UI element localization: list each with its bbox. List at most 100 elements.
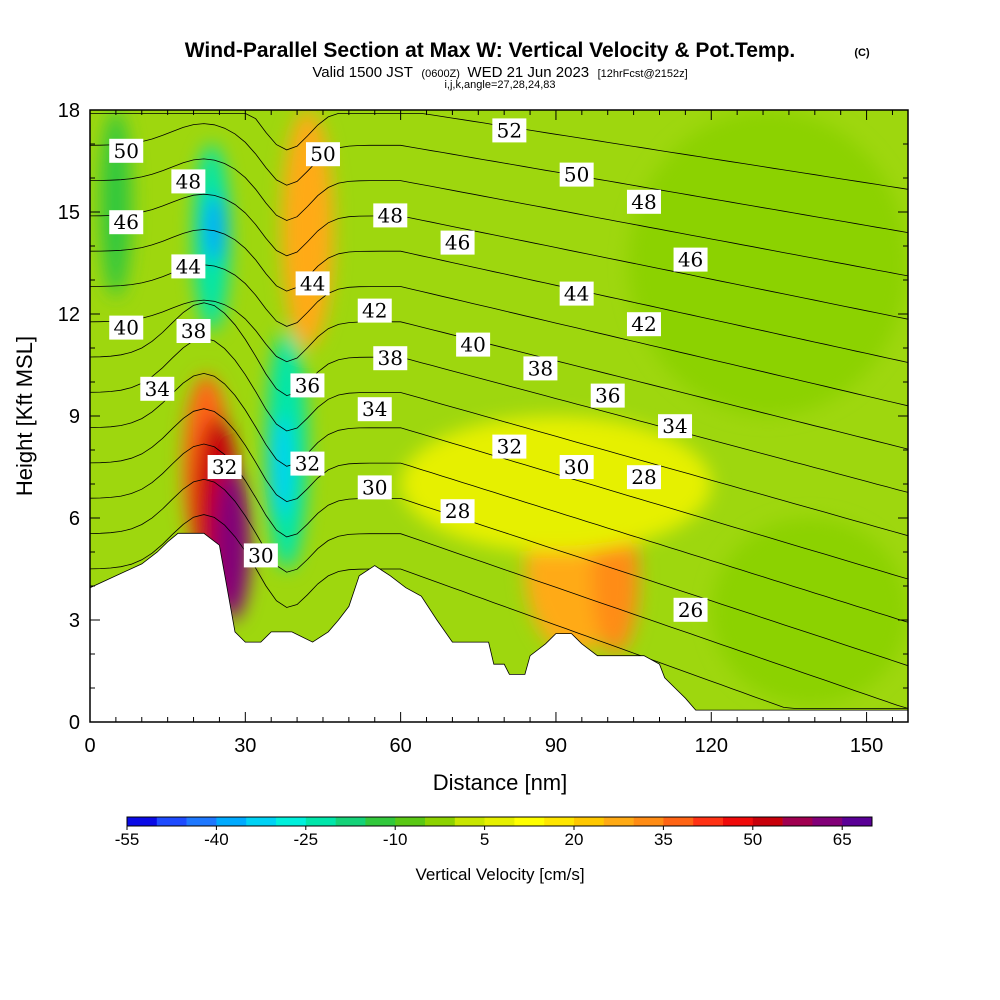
colorbar-swatch-11 xyxy=(454,817,485,826)
colorbar-ticks: -55 -40 -25 -10 5 20 35 50 65 xyxy=(115,826,852,849)
svg-text:44: 44 xyxy=(176,254,201,278)
colorbar-tick--40: -40 xyxy=(204,830,229,849)
svg-text:44: 44 xyxy=(300,271,325,295)
svg-text:28: 28 xyxy=(631,465,656,489)
svg-text:30: 30 xyxy=(362,475,387,499)
colorbar-tick-50: 50 xyxy=(743,830,762,849)
theta-contour-46 xyxy=(90,193,908,320)
colorbar-tick-5: 5 xyxy=(480,830,489,849)
y-axis-label: Height [Kft MSL] xyxy=(12,336,37,496)
theta-contour-40 xyxy=(90,299,908,450)
subtitle-forecast: [12hrFcst@2152z] xyxy=(598,68,688,80)
theta-contour-28 xyxy=(90,478,908,709)
contour-label-42: 42 xyxy=(357,298,392,323)
svg-text:30: 30 xyxy=(564,455,589,479)
contour-label-26: 26 xyxy=(673,597,708,622)
svg-text:50: 50 xyxy=(114,139,139,163)
contour-label-46: 46 xyxy=(109,210,144,235)
svg-text:50: 50 xyxy=(310,142,335,166)
colorbar-tick-35: 35 xyxy=(654,830,673,849)
svg-text:50: 50 xyxy=(564,163,589,187)
terrain-mask xyxy=(90,532,908,722)
contour-label-32: 32 xyxy=(207,455,242,479)
colorbar-tick-65: 65 xyxy=(833,830,852,849)
contour-label-36: 36 xyxy=(290,373,325,398)
plot-area: 50 48 46 44 40 38 34 50 44 36 32 32 30 30 28 52 50 48 48 46… xyxy=(90,110,908,722)
svg-text:34: 34 xyxy=(145,377,170,401)
y-tick-15: 15 xyxy=(58,202,80,224)
svg-text:36: 36 xyxy=(595,384,620,408)
contour-label-40: 40 xyxy=(109,315,144,340)
svg-text:30: 30 xyxy=(248,543,273,567)
colorbar-swatch-8 xyxy=(365,817,396,826)
theta-contour-38 xyxy=(90,302,908,493)
x-axis-label: Distance [nm] xyxy=(433,770,568,795)
svg-text:44: 44 xyxy=(564,282,589,306)
contour-label-28: 28 xyxy=(440,499,475,524)
svg-text:38: 38 xyxy=(181,319,206,343)
svg-text:26: 26 xyxy=(678,598,703,622)
colorbar-tick--10: -10 xyxy=(383,830,408,849)
svg-text:32: 32 xyxy=(497,435,522,459)
contour-label-44: 44 xyxy=(295,271,330,296)
svg-text:34: 34 xyxy=(362,397,387,421)
contour-label-50: 50 xyxy=(559,162,594,187)
theta-contour-32 xyxy=(90,408,908,623)
subtitle-valid: Valid 1500 JST xyxy=(312,64,413,81)
contour-label-34: 34 xyxy=(140,376,175,401)
colorbar-swatch-19 xyxy=(693,817,724,826)
colorbar-swatch-17 xyxy=(633,817,664,826)
y-tick-6: 6 xyxy=(69,508,80,530)
x-tick-150: 150 xyxy=(850,735,883,757)
svg-text:46: 46 xyxy=(114,210,139,234)
contour-label-42: 42 xyxy=(626,312,661,337)
contour-label-44: 44 xyxy=(559,281,594,306)
svg-text:38: 38 xyxy=(378,346,403,370)
velocity-cell-4 xyxy=(271,416,292,518)
contour-label-52: 52 xyxy=(492,118,527,143)
contour-labels: 50 48 46 44 40 38 34 50 44 36 32 32 30 30 28 52 50 48 48 46… xyxy=(109,118,708,622)
theta-contour-50 xyxy=(90,123,908,233)
colorbar-swatch-21 xyxy=(752,817,783,826)
colorbar-swatch-16 xyxy=(603,817,634,826)
subtitle-date: WED 21 Jun 2023 xyxy=(467,64,589,81)
contour-label-34: 34 xyxy=(357,397,392,422)
chart-title: Wind-Parallel Section at Max W: Vertical… xyxy=(185,39,796,62)
y-tick-9: 9 xyxy=(69,406,80,428)
colorbar-swatch-9 xyxy=(395,817,426,826)
svg-text:32: 32 xyxy=(295,452,320,476)
svg-text:38: 38 xyxy=(528,356,553,380)
contour-label-46: 46 xyxy=(673,247,708,272)
contour-label-48: 48 xyxy=(626,189,661,214)
colorbar-tick-20: 20 xyxy=(565,830,584,849)
contour-label-32: 32 xyxy=(492,434,527,459)
contour-label-30: 30 xyxy=(559,455,594,479)
theta-contour-36 xyxy=(90,337,908,537)
subtitle-utc: (0600Z) xyxy=(421,68,460,80)
svg-text:48: 48 xyxy=(176,169,201,193)
velocity-cell-13 xyxy=(628,110,908,416)
colorbar-swatch-14 xyxy=(544,817,575,826)
velocity-cell-12 xyxy=(711,518,908,705)
contour-label-38: 38 xyxy=(373,346,408,371)
contour-label-38: 38 xyxy=(523,356,558,381)
theta-contour-26 xyxy=(90,514,908,709)
colorbar-swatch-12 xyxy=(484,817,515,826)
x-tick-90: 90 xyxy=(545,735,567,757)
contour-label-28: 28 xyxy=(626,465,661,490)
copyright-mark: (C) xyxy=(854,47,870,59)
svg-text:34: 34 xyxy=(662,414,687,438)
svg-text:42: 42 xyxy=(631,312,656,336)
contour-label-34: 34 xyxy=(658,414,693,439)
chart-subtitle: Valid 1500 JST (0600Z) WED 21 Jun 2023 [… xyxy=(312,64,687,81)
colorbar-swatch-6 xyxy=(305,817,336,826)
svg-text:46: 46 xyxy=(678,248,703,272)
y-tick-18: 18 xyxy=(58,100,80,122)
colorbar-swatch-10 xyxy=(425,817,456,826)
colorbar-swatch-5 xyxy=(276,817,307,826)
colorbar-swatch-1 xyxy=(156,817,187,826)
contour-label-50: 50 xyxy=(305,142,340,167)
x-tick-120: 120 xyxy=(695,735,728,757)
contour-label-30: 30 xyxy=(243,543,278,568)
